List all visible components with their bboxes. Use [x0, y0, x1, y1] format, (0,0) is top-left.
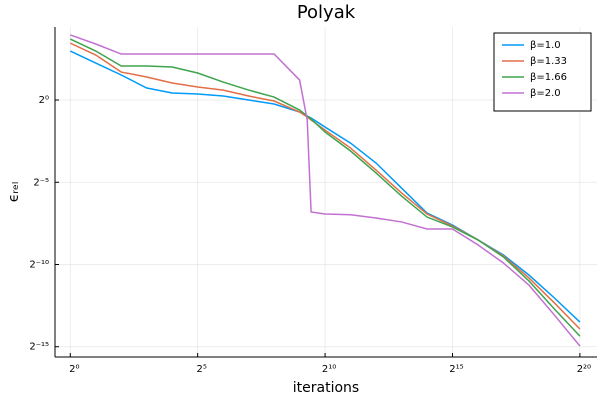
x-axis-label: iterations [293, 380, 359, 396]
y-tick-label: 2⁻¹⁰ [29, 259, 49, 270]
legend-label: β=2.0 [530, 88, 561, 99]
x-tick-label: 2¹⁰ [322, 364, 336, 375]
x-tick-label: 2⁵ [196, 364, 206, 375]
chart-title: Polyak [297, 2, 356, 23]
series-line [69, 38, 581, 337]
y-axis-label: ϵᵣₑₗ [6, 182, 22, 202]
y-tick-label: 2⁰ [39, 95, 49, 106]
x-tick-label: 2²⁰ [577, 364, 591, 375]
legend-label: β=1.0 [530, 40, 561, 51]
x-tick-label: 2⁰ [69, 364, 79, 375]
y-tick-label: 2⁻⁵ [33, 177, 49, 188]
x-tick-label: 2¹⁵ [449, 364, 463, 375]
y-tick-label: 2⁻¹⁵ [29, 342, 49, 353]
legend-label: β=1.33 [530, 56, 567, 67]
legend-label: β=1.66 [530, 72, 567, 83]
legend: β=1.0 β=1.33 β=1.66 β=2.0 [493, 32, 592, 112]
series-line [70, 34, 581, 347]
legend-box [493, 32, 592, 112]
